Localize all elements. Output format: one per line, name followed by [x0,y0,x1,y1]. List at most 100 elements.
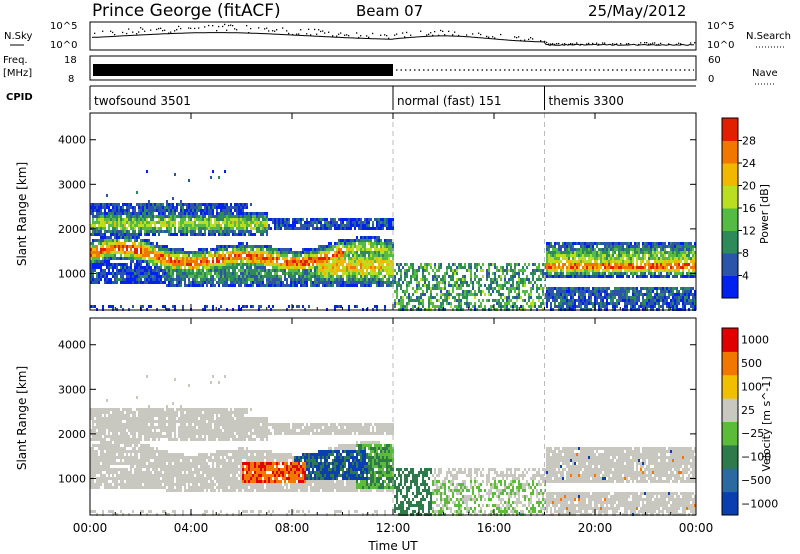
power-cell [452,296,454,299]
power-cell [260,266,262,269]
nsky-point [384,34,386,36]
power-cell [586,305,588,308]
power-cell [200,209,202,212]
power-cell [566,269,568,272]
power-cell [214,221,216,224]
power-cell [200,233,202,236]
power-cell [128,206,130,209]
power-cell [258,278,260,281]
power-cell [458,296,460,299]
power-cell [568,275,570,278]
power-cell [130,245,132,248]
power-cell [164,245,166,248]
power-cell [112,230,114,233]
power-cell [642,242,644,245]
power-cell [104,203,106,206]
power-cell [612,254,614,257]
power-cell [238,218,240,221]
power-cell [288,263,290,266]
power-cell [218,281,220,284]
power-cell [98,263,100,266]
power-cell [148,263,150,266]
power-cell [152,203,154,206]
power-cell [380,278,382,281]
power-cell [328,275,330,278]
power-cell [290,278,292,281]
power-cell [340,263,342,266]
power-cell [230,245,232,248]
power-cell [334,269,336,272]
power-cell [164,209,166,212]
power-cell [532,302,534,305]
power-cell [178,221,180,224]
power-cell [124,266,126,269]
power-cell [364,236,366,239]
power-cell [380,251,382,254]
power-cell [148,257,150,260]
power-cell [266,218,268,221]
power-cell [382,257,384,260]
power-cell [238,212,240,215]
power-cell [382,263,384,266]
power-cell [190,266,192,269]
power-cell [502,305,504,308]
power-cell [132,245,134,248]
power-cell [418,305,420,308]
power-cell [330,269,332,272]
nsky-point [576,42,578,44]
power-cell [622,293,624,296]
power-cell [364,248,366,251]
power-cell [224,266,226,269]
power-cell [332,218,334,221]
power-cell [500,278,502,281]
power-cell [494,272,496,275]
power-cell [630,248,632,251]
power-cell [302,263,304,266]
power-cell [166,215,168,218]
power-cell [566,275,568,278]
power-cell [440,266,442,269]
power-cell [136,215,138,218]
power-cell [326,263,328,266]
power-cell [640,260,642,263]
power-cell [384,224,386,227]
power-cell [248,212,250,215]
power-cell [198,221,200,224]
power-cell [338,227,340,230]
power-cell [90,263,92,266]
power-cell [562,257,564,260]
power-cell [470,275,472,278]
power-cell [262,218,264,221]
power-cell [566,302,568,305]
power-cell [360,254,362,257]
power-cell [654,272,656,275]
power-cell [320,269,322,272]
power-cell [382,275,384,278]
power-cell [562,251,564,254]
power-cell [246,269,248,272]
power-cell [150,251,152,254]
power-cell [234,269,236,272]
power-cell [354,227,356,230]
power-cell [602,290,604,293]
power-cell [222,209,224,212]
power-cell [480,290,482,293]
nsky-tick-bottom: 10^0 [50,40,77,51]
power-cell [136,260,138,263]
power-cell [276,257,278,260]
power-cell [292,251,294,254]
power-cell [150,227,152,230]
power-cell [326,221,328,224]
power-cell [178,272,180,275]
power-cell [152,257,154,260]
power-cell [200,263,202,266]
power-cell [480,278,482,281]
power-cell [372,251,374,254]
nsky-point [486,35,488,38]
power-cell [266,215,268,218]
power-cell [374,275,376,278]
power-cell [140,209,142,212]
power-cell [228,251,230,254]
power-cell [630,272,632,275]
power-cell [166,266,168,269]
